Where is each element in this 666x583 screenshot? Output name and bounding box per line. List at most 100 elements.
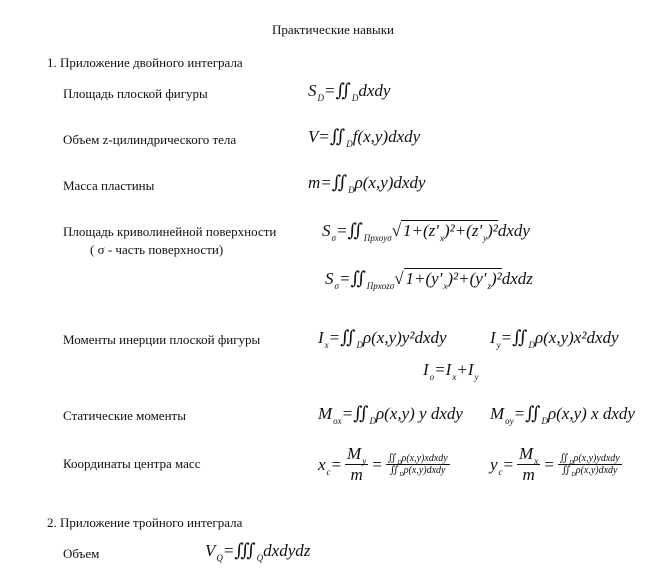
label-area: Площадь плоской фигуры (63, 86, 208, 101)
formula-term: ρ(x,y)dxdy (575, 465, 618, 476)
label-inertia: Моменты инерции плоской фигуры (63, 332, 261, 347)
formula-term: m (350, 465, 363, 484)
integral-sign: ∬ D (559, 453, 574, 466)
integral-sign: ∬ Прxozσ (350, 268, 395, 291)
integral-sign: ∬ D (331, 172, 355, 195)
label-static: Статические моменты (63, 408, 186, 423)
formula-term: ρ(x,y)dxdy (354, 172, 426, 192)
formula-term: 1+(z' x (403, 221, 444, 243)
integral-sign: ∬ D (561, 465, 576, 478)
formula-term: = (222, 540, 235, 560)
formula-term: = (434, 360, 446, 379)
formula-term: = (513, 403, 526, 423)
formula-term: 1+(y' x (405, 269, 448, 291)
formula-term: ρ(x,y)dxdy (403, 465, 446, 476)
label-volume3: Объем (63, 546, 100, 561)
formula-term: m (308, 172, 321, 192)
section-heading: 1. Приложение двойного интеграла (47, 55, 243, 70)
label-surface: Площадь криволинейной поверхности (63, 224, 277, 239)
formula-term: ρ(x,y)x²dxdy (534, 327, 619, 347)
formula-term: ρ(x,y)ydxdy (573, 453, 620, 464)
formula-term: = (330, 454, 343, 474)
integral-sign: ∬ D (389, 465, 404, 478)
radicand: 1+(z' x)²+(z' y)² (401, 220, 498, 243)
formula-term: V (308, 126, 319, 146)
integral-sign: ∬ D (329, 126, 353, 149)
label-surface-note: ( σ - часть поверхности) (90, 242, 224, 257)
integral-sign: ∬ D (525, 403, 548, 426)
formula-term: = (341, 403, 354, 423)
formula-term: ρ(x,y)xdxdy (401, 453, 448, 464)
label-mass: Масса пластины (63, 178, 155, 193)
formula-term: = (502, 454, 515, 474)
formula-term: + (456, 360, 468, 379)
integral-sign: ∬ D (387, 453, 402, 466)
formula-term: = (320, 172, 332, 192)
formula-term: dxdydz (263, 540, 311, 560)
formula-term: = (371, 454, 383, 474)
formula-term: √ (391, 220, 402, 240)
formula-term: = (543, 454, 555, 474)
formula-term: dxdy (358, 80, 391, 100)
formula-term: = (500, 327, 513, 347)
formula-term: f(x,y)dxdy (352, 126, 421, 146)
integral-sign: ∬ D (335, 80, 359, 103)
formula-term: )² (487, 221, 498, 240)
formula-term: = (338, 268, 351, 288)
integral-sign: ∭ Q (234, 540, 264, 563)
integral-sign: ∬ D (353, 403, 376, 426)
formula-term: )²+(z' y (443, 221, 488, 243)
formula-term: dxdy (497, 220, 530, 240)
formula-term: ρ(x,y) y dxdy (375, 403, 463, 423)
formula-term: √ (394, 268, 404, 288)
formula-term: = (328, 327, 341, 347)
formula-term: )²+(y' z (447, 269, 491, 291)
integral-sign: ∬ Прxoyσ (347, 220, 392, 243)
formula-term: = (324, 80, 336, 100)
formula-term: ρ(x,y) x dxdy (547, 403, 635, 423)
formula-term: = (318, 126, 330, 146)
formula-term: m (522, 465, 535, 484)
label-volume: Объем z-цилиндрического тела (63, 132, 237, 147)
section-heading: 2. Приложение тройного интеграла (47, 515, 243, 530)
radicand: 1+(y' x)²+(y' z)² (403, 268, 502, 291)
page-title: Практические навыки (271, 22, 394, 37)
label-center: Координаты центра масс (63, 456, 201, 471)
formula-term: )² (490, 269, 502, 288)
formula-term: dxdz (501, 268, 533, 288)
integral-sign: ∬ D (340, 327, 363, 350)
